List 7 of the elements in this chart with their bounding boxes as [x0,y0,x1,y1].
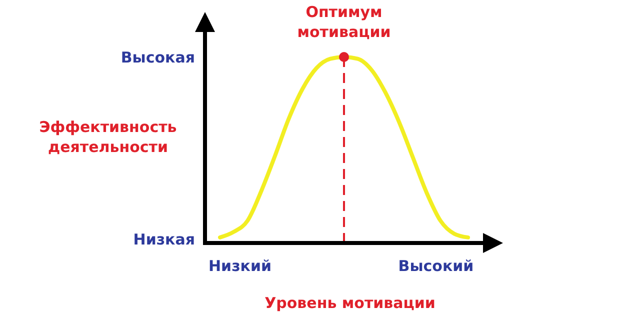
text: Высокая [120,48,195,66]
text: Высокий [398,257,474,275]
text: Низкая [133,230,195,248]
y-axis-title: Эффективность деятельности [39,118,177,156]
text: Низкий [208,257,272,275]
x-axis-title: Уровень мотивации [264,294,436,312]
text: Оптимум мотивации [297,3,391,41]
